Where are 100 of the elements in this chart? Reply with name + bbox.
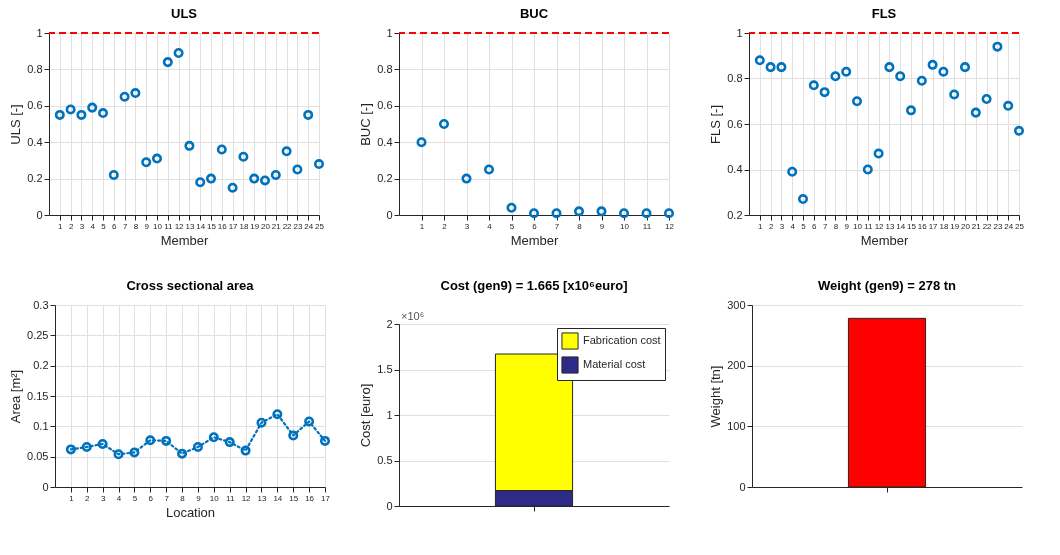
x-tick-label: 18 [939, 221, 949, 231]
point [862, 164, 873, 175]
point [461, 173, 472, 184]
point [192, 441, 203, 452]
y-tick-label: 0.6 [27, 99, 43, 112]
point [970, 107, 981, 118]
x-tick-label: 2 [442, 221, 448, 231]
point [184, 140, 195, 151]
x-tick-label: 11 [864, 221, 873, 231]
x-tick-label: 4 [487, 221, 493, 231]
y-tick-label: 1.5 [377, 363, 393, 375]
y-tick-label: 200 [727, 359, 746, 372]
x-tick-label: 16 [217, 221, 228, 231]
point [272, 409, 283, 420]
point [256, 417, 267, 428]
chart-title: Cost (gen9) = 1.665 [x10⁶euro] [440, 278, 628, 293]
point [754, 55, 765, 66]
point [797, 194, 809, 205]
point [227, 182, 238, 193]
point [130, 88, 141, 99]
x-tick-label: 14 [273, 493, 283, 503]
y-tick-label: 0.8 [27, 62, 43, 75]
point [288, 430, 299, 441]
point [313, 159, 325, 170]
x-tick-label: 25 [1015, 221, 1025, 231]
point [949, 89, 960, 100]
x-tick-label: 21 [271, 221, 282, 231]
point [65, 104, 76, 115]
x-tick-label: 12 [241, 493, 252, 503]
y-tick-label: 0.4 [377, 135, 393, 148]
x-tick-label: 4 [116, 493, 122, 503]
y-tick-label: 0.2 [33, 359, 49, 372]
y-tick-label: 0.2 [27, 172, 43, 185]
x-tick-label: 11 [226, 493, 235, 503]
x-tick-label: 5 [101, 221, 107, 231]
point [205, 173, 217, 184]
x-tick-label: 7 [554, 221, 560, 231]
y-tick-label: 0.4 [727, 163, 743, 175]
point [905, 105, 917, 116]
y-tick-label: 0.4 [27, 135, 43, 148]
x-tick-label: 18 [239, 221, 249, 231]
point [113, 449, 124, 460]
point [162, 57, 173, 68]
point [438, 119, 450, 129]
x-tick-label: 8 [833, 221, 839, 231]
x-tick-label: 20 [961, 221, 971, 231]
legend-label: Fabrication cost [583, 334, 661, 346]
point [270, 169, 281, 180]
y-axis-title: Area [m²] [8, 369, 24, 424]
point [119, 91, 130, 102]
x-tick-label: 2 [68, 221, 74, 231]
point [81, 441, 92, 452]
x-tick-label: 3 [100, 493, 106, 503]
point [97, 438, 108, 449]
y-axis-title: Cost [euro] [358, 383, 374, 448]
x-tick-label: 11 [164, 221, 173, 231]
x-tick-label: 12 [174, 221, 185, 231]
point [841, 66, 852, 77]
x-tick-label: 5 [509, 221, 515, 231]
point [663, 208, 675, 219]
point [416, 137, 427, 148]
point [208, 432, 219, 443]
text: ×10⁶ [401, 310, 425, 322]
x-tick-label: 20 [261, 221, 271, 231]
point [830, 71, 841, 82]
x-tick-label: 5 [132, 493, 138, 503]
x-axis-title: Location [165, 504, 216, 520]
x-axis-title: Member [860, 232, 909, 248]
y-tick-label: 1 [386, 408, 393, 421]
y-tick-label: 0.05 [27, 450, 49, 463]
point [938, 66, 949, 77]
point [281, 146, 292, 157]
point [641, 208, 652, 219]
x-tick-label: 12 [874, 221, 885, 231]
point [808, 80, 819, 91]
y-axis-title: ULS [-] [8, 104, 24, 145]
x-tick-label: 19 [950, 221, 960, 231]
point [787, 166, 798, 177]
chart-title: Cross sectional area [126, 278, 255, 293]
x-tick-label: 8 [577, 221, 583, 231]
point [249, 173, 260, 184]
y-tick-label: 0 [42, 480, 49, 493]
point [992, 41, 1003, 52]
y-tick-label: 0.2 [377, 172, 393, 185]
x-tick-label: 7 [122, 221, 128, 231]
x-tick-label: 6 [532, 221, 538, 231]
x-tick-label: 15 [207, 221, 217, 231]
point [851, 96, 863, 107]
point [1013, 125, 1025, 136]
point [216, 144, 227, 155]
x-tick-label: 19 [250, 221, 260, 231]
x-tick-label: 23 [993, 221, 1003, 231]
x-tick-label: 5 [801, 221, 807, 231]
x-tick-label: 1 [419, 221, 425, 231]
x-tick-label: 10 [620, 221, 630, 231]
point [97, 108, 109, 119]
y-tick-label: 2 [386, 317, 393, 330]
x-tick-label: 24 [304, 221, 314, 231]
chart-title: Weight (gen9) = 278 tn [817, 278, 957, 293]
y-tick-label: 0.3 [33, 298, 49, 311]
